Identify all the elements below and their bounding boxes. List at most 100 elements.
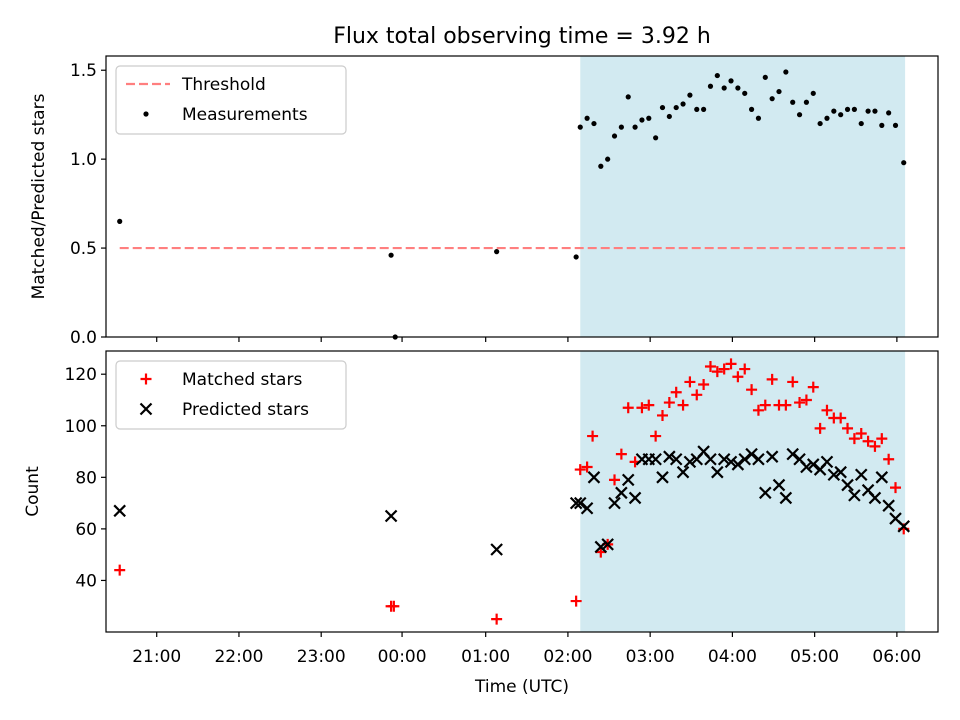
data-point [810,90,816,96]
data-point [598,163,604,169]
data-point [746,384,758,396]
x-tick-label: 23:00 [297,647,346,667]
data-point [684,376,696,388]
x-tick-label: 06:00 [872,647,921,667]
data-point [683,455,697,469]
data-point [639,117,645,123]
data-point [817,120,823,127]
data-point [882,499,895,512]
data-point [594,540,608,554]
count-panel: 40 60 80 100 120 21:00 22:00 23:00 00:00 01:00 02:… [23,350,939,667]
chart-title: Flux total observing time = 3.92 h [333,24,711,49]
data-point [704,360,716,372]
data-point [862,435,874,447]
legend-swatch [143,111,149,117]
data-point [824,115,830,121]
data-point [707,83,714,89]
data-point [779,491,793,505]
data-point [666,113,672,120]
data-point [609,474,621,486]
data-point [643,399,655,411]
data-point [653,135,659,141]
data-point [650,430,662,442]
data-point [718,363,730,375]
data-point [820,455,834,469]
data-point [677,399,689,411]
data-point [621,473,635,487]
legend-box [115,360,347,430]
data-point [883,453,895,465]
data-point [732,371,744,383]
data-point [573,254,579,260]
data-point [872,108,878,114]
data-point [491,613,503,625]
data-point [879,122,885,128]
data-point [724,455,738,469]
data-point [114,564,126,576]
data-point [780,399,792,411]
y-tick-label: 40 [75,571,97,591]
y-tick-label: 60 [75,520,97,540]
data-point [766,373,778,385]
data-point [615,486,628,500]
legend: Threshold Measurements [115,65,347,135]
data-point [807,381,819,393]
data-point [636,402,648,414]
y-axis-label: Matched/Predicted stars [29,93,49,299]
data-point [680,101,686,107]
data-point [876,433,888,445]
legend-swatch [140,373,152,385]
ratio-panel: 0.0 0.5 1.0 1.5 Matched/Predicted stars Thres… [29,55,939,348]
x-tick-label: 21:00 [132,647,181,667]
data-point [113,504,126,518]
legend-box [115,65,347,135]
data-point [848,433,860,445]
data-point [618,124,624,130]
legend-swatch [139,402,153,416]
data-point [827,468,841,482]
x-tick-label: 03:00 [626,647,675,667]
x-tick-label: 04:00 [708,647,757,667]
data-point [738,452,752,466]
data-point [587,430,599,442]
data-point [687,92,693,98]
data-point [735,85,741,91]
data-point [725,358,737,370]
data-point [490,543,503,556]
data-point [755,115,762,121]
data-point [851,106,857,112]
data-point [844,106,851,112]
data-point [721,85,727,91]
y-tick-label: 100 [65,417,97,437]
data-point [676,465,690,479]
data-point [691,389,703,401]
data-point [875,471,889,484]
data-point [694,106,700,112]
data-point [632,124,638,130]
data-point [656,409,668,421]
data-point [587,471,601,484]
data-point [796,112,803,118]
data-point [601,538,614,551]
data-point [388,252,394,258]
data-point [569,496,583,510]
data-point [591,120,597,127]
data-point [803,99,810,105]
data-point [772,478,786,492]
data-point [717,452,731,466]
legend-label: Predicted stars [182,400,309,420]
data-point [714,72,720,79]
data-point [384,509,398,523]
data-point [573,496,587,510]
data-point [838,112,844,118]
data-point [814,422,826,434]
x-tick-label: 01:00 [461,647,510,667]
data-point [628,491,642,505]
data-point [869,440,881,452]
data-point [117,218,123,224]
observing-span [580,56,906,337]
x-tick-label: 02:00 [543,647,592,667]
data-point [711,366,723,378]
data-point [580,501,594,515]
predicted-stars-series [113,445,911,556]
